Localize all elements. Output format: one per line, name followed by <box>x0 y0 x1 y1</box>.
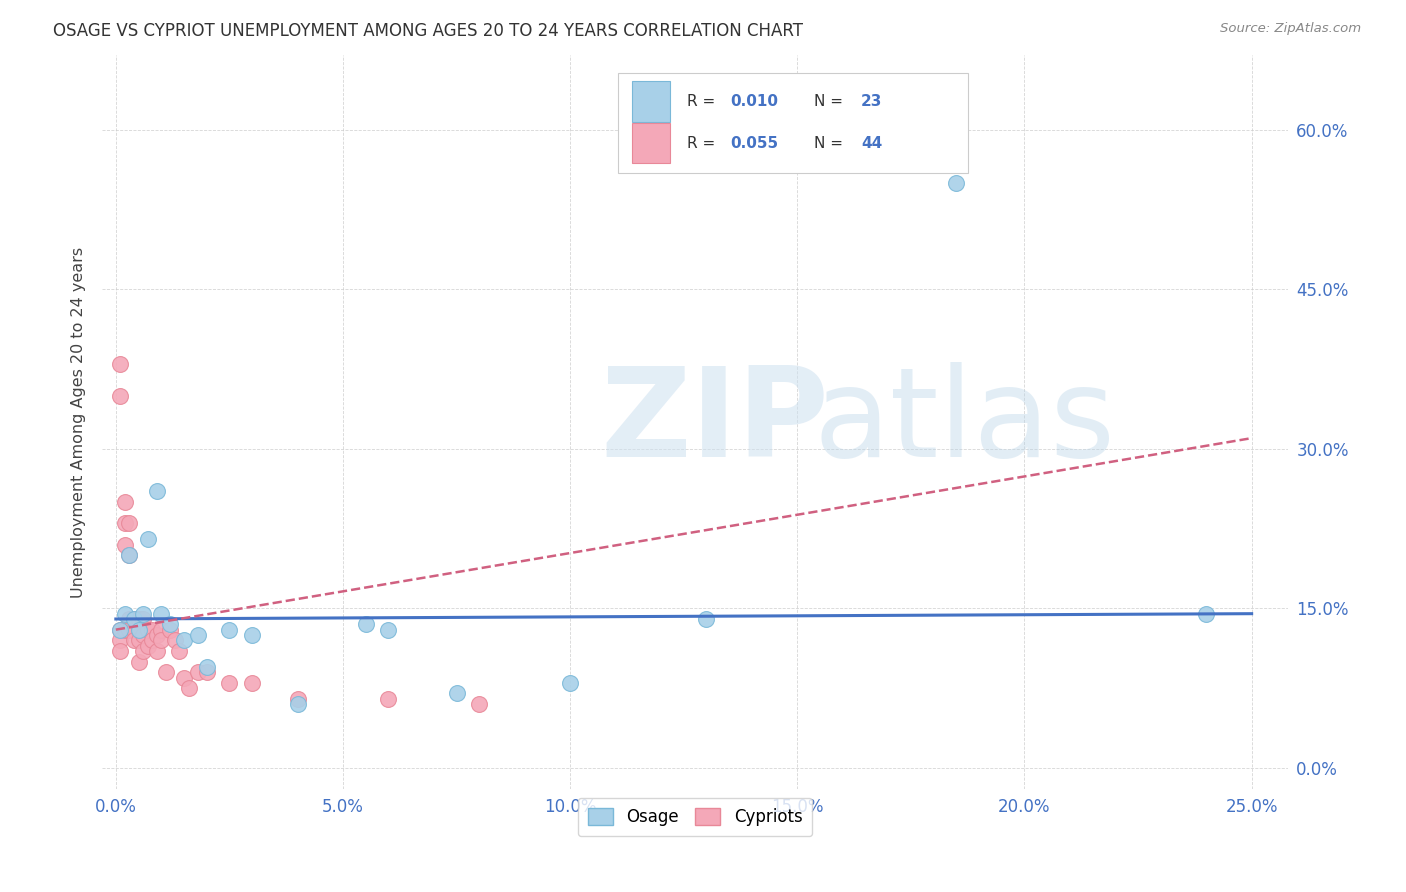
Point <box>132 644 155 658</box>
Point <box>446 686 468 700</box>
Text: N =: N = <box>814 94 848 109</box>
Point <box>145 484 167 499</box>
Point <box>945 176 967 190</box>
Text: 0.010: 0.010 <box>731 94 779 109</box>
Point <box>128 633 150 648</box>
Point <box>141 623 163 637</box>
Point <box>145 628 167 642</box>
Point <box>218 676 240 690</box>
Point <box>218 623 240 637</box>
Point <box>141 633 163 648</box>
Point <box>240 628 263 642</box>
FancyBboxPatch shape <box>633 81 671 121</box>
Point <box>163 633 186 648</box>
Point <box>118 548 141 562</box>
Text: Source: ZipAtlas.com: Source: ZipAtlas.com <box>1220 22 1361 36</box>
Point <box>150 633 173 648</box>
Y-axis label: Unemployment Among Ages 20 to 24 years: Unemployment Among Ages 20 to 24 years <box>72 246 86 598</box>
Point <box>136 639 159 653</box>
Point <box>128 623 150 637</box>
Point <box>118 612 141 626</box>
Point <box>377 623 399 637</box>
Text: 23: 23 <box>860 94 883 109</box>
Point <box>114 607 136 621</box>
Text: 0.055: 0.055 <box>731 136 779 151</box>
Point <box>159 623 181 637</box>
Point <box>132 607 155 621</box>
Point <box>132 628 155 642</box>
Point <box>118 516 141 531</box>
Point <box>468 697 491 711</box>
Point <box>173 671 195 685</box>
Point <box>187 628 209 642</box>
Point <box>377 691 399 706</box>
Text: R =: R = <box>686 136 720 151</box>
Point <box>136 623 159 637</box>
Point <box>132 612 155 626</box>
Text: N =: N = <box>814 136 848 151</box>
Point <box>110 388 132 402</box>
Point <box>354 617 377 632</box>
Point <box>150 623 173 637</box>
Point <box>155 665 177 680</box>
Point <box>173 633 195 648</box>
Point <box>128 623 150 637</box>
Point <box>110 623 132 637</box>
Point <box>150 607 173 621</box>
Point <box>118 623 141 637</box>
Point <box>136 532 159 546</box>
Text: ZIP: ZIP <box>600 361 830 483</box>
Point <box>187 665 209 680</box>
Point <box>114 623 136 637</box>
Point <box>145 644 167 658</box>
Point <box>287 691 309 706</box>
Point <box>118 548 141 562</box>
Point <box>122 633 145 648</box>
Point <box>159 617 181 632</box>
Point <box>1195 607 1218 621</box>
Point <box>114 537 136 551</box>
Point <box>110 633 132 648</box>
FancyBboxPatch shape <box>619 73 967 172</box>
Point <box>195 660 218 674</box>
Point <box>110 623 132 637</box>
Point <box>122 612 145 626</box>
Point <box>114 495 136 509</box>
Point <box>110 644 132 658</box>
Point <box>695 612 717 626</box>
Text: 44: 44 <box>860 136 883 151</box>
Point <box>128 612 150 626</box>
FancyBboxPatch shape <box>633 123 671 163</box>
Point <box>560 676 582 690</box>
Point <box>240 676 263 690</box>
Point <box>122 612 145 626</box>
Point <box>114 516 136 531</box>
Point <box>128 655 150 669</box>
Text: atlas: atlas <box>814 361 1116 483</box>
Legend: Osage, Cypriots: Osage, Cypriots <box>578 797 813 836</box>
Text: R =: R = <box>686 94 720 109</box>
Point <box>169 644 191 658</box>
Point <box>110 357 132 371</box>
Point <box>122 623 145 637</box>
Point <box>287 697 309 711</box>
Point <box>195 665 218 680</box>
Point <box>177 681 200 695</box>
Text: OSAGE VS CYPRIOT UNEMPLOYMENT AMONG AGES 20 TO 24 YEARS CORRELATION CHART: OSAGE VS CYPRIOT UNEMPLOYMENT AMONG AGES… <box>53 22 803 40</box>
